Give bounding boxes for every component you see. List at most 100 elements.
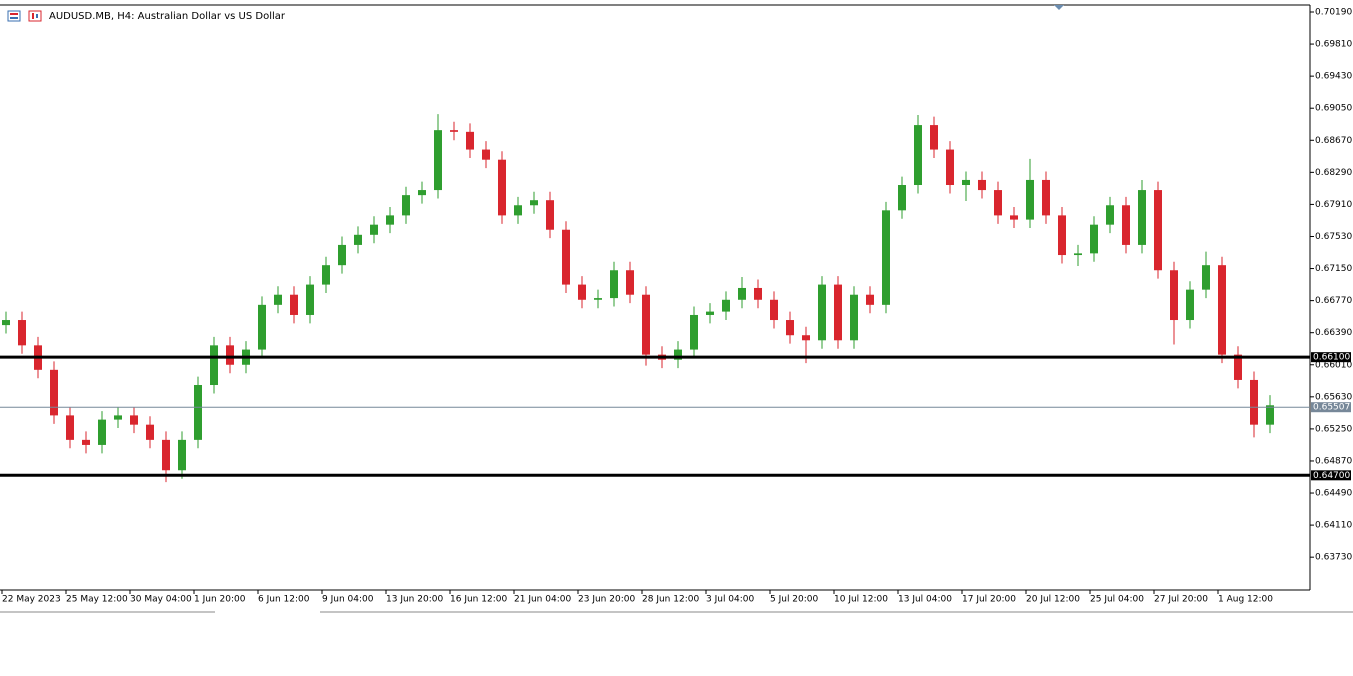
y-tick-label: 0.64870 [1315, 456, 1352, 466]
candle-body [1026, 179, 1034, 220]
candle-body [1074, 253, 1082, 256]
candle-body [706, 311, 714, 315]
y-tick-label: 0.67910 [1315, 200, 1352, 210]
x-tick-label: 5 Jul 20:00 [770, 595, 819, 605]
x-tick-label: 1 Jun 20:00 [194, 595, 246, 605]
y-tick-label: 0.65250 [1315, 424, 1352, 434]
y-tick-label: 0.68670 [1315, 136, 1352, 146]
x-tick-label: 9 Jun 04:00 [322, 595, 374, 605]
level-label: 0.66100 [1313, 353, 1350, 363]
candle-body [402, 195, 410, 216]
chart-icon [7, 10, 42, 22]
y-tick-label: 0.67530 [1315, 232, 1352, 242]
candle-body [978, 179, 986, 191]
candle-body [1170, 270, 1178, 321]
candle-body [818, 284, 826, 341]
candle-body [626, 270, 634, 295]
candle-body [562, 229, 570, 285]
y-tick-label: 0.64490 [1315, 489, 1352, 499]
candle-body [1218, 265, 1226, 355]
candle-body [178, 439, 186, 471]
candle-body [130, 415, 138, 425]
candle-body [322, 265, 330, 285]
candle-body [498, 159, 506, 216]
x-tick-label: 16 Jun 12:00 [450, 595, 507, 605]
candle-body [210, 345, 218, 386]
y-tick-label: 0.69430 [1315, 72, 1352, 82]
candle-body [274, 294, 282, 305]
candle-body [1042, 179, 1050, 216]
candle-body [1154, 190, 1162, 271]
x-tick-label: 28 Jun 12:00 [642, 595, 699, 605]
candle-body [194, 385, 202, 440]
level-label: 0.64700 [1313, 471, 1350, 481]
y-tick-label: 0.66770 [1315, 296, 1352, 306]
candle-body [962, 179, 970, 186]
y-tick-label: 0.67150 [1315, 264, 1352, 274]
candle-body [514, 205, 522, 216]
bid-label: 0.65507 [1313, 403, 1350, 413]
x-tick-label: 20 Jul 12:00 [1026, 595, 1080, 605]
candle-body [786, 320, 794, 336]
y-tick-label: 0.68290 [1315, 168, 1352, 178]
candle-body [850, 294, 858, 341]
candle-body [674, 349, 682, 360]
candle-body [1058, 215, 1066, 256]
candle-body [610, 270, 618, 299]
x-tick-label: 22 May 2023 [2, 595, 61, 605]
candle-body [162, 439, 170, 471]
x-tick-label: 6 Jun 12:00 [258, 595, 310, 605]
x-tick-label: 21 Jun 04:00 [514, 595, 571, 605]
candle-body [114, 415, 122, 420]
candle-body [898, 185, 906, 211]
candle-body [434, 130, 442, 191]
candle-body [834, 284, 842, 341]
candle-body [290, 294, 298, 315]
candle-body [754, 287, 762, 300]
y-tick-label: 0.69050 [1315, 104, 1352, 114]
y-tick-label: 0.65630 [1315, 392, 1352, 402]
candle-body [946, 149, 954, 186]
candle-body [146, 424, 154, 440]
candle-body [994, 190, 1002, 216]
x-tick-label: 3 Jul 04:00 [706, 595, 755, 605]
y-tick-label: 0.66010 [1315, 360, 1352, 370]
x-tick-label: 30 May 04:00 [130, 595, 192, 605]
candle-body [914, 125, 922, 186]
candle-body [1186, 289, 1194, 321]
candle-body [1090, 224, 1098, 254]
candle-body [258, 304, 266, 350]
candle-body [1266, 405, 1274, 425]
candle-body [98, 419, 106, 445]
candle-body [770, 299, 778, 321]
x-tick-label: 1 Aug 12:00 [1218, 595, 1273, 605]
candle-body [530, 200, 538, 206]
candle-body [642, 294, 650, 355]
candle-body [1106, 205, 1114, 225]
candle-body [1202, 265, 1210, 290]
candle-body [370, 224, 378, 235]
level-label-box [1311, 352, 1351, 363]
y-tick-label: 0.63730 [1315, 553, 1352, 563]
candle-body [18, 320, 26, 346]
candle-body [354, 234, 362, 245]
candle-body [66, 415, 74, 440]
candle-body [50, 369, 58, 416]
x-tick-label: 27 Jul 20:00 [1154, 595, 1208, 605]
candle-body [738, 287, 746, 300]
candle-body [578, 284, 586, 300]
candle-body [226, 345, 234, 365]
candle-body [594, 298, 602, 300]
x-tick-label: 13 Jun 20:00 [386, 595, 443, 605]
candle-body [930, 125, 938, 150]
candle-body [1250, 379, 1258, 425]
candle-body [82, 439, 90, 445]
candle-body [306, 284, 314, 315]
candle-body [338, 244, 346, 266]
candle-body [882, 210, 890, 305]
candle-body [418, 190, 426, 196]
y-tick-label: 0.64110 [1315, 521, 1352, 531]
